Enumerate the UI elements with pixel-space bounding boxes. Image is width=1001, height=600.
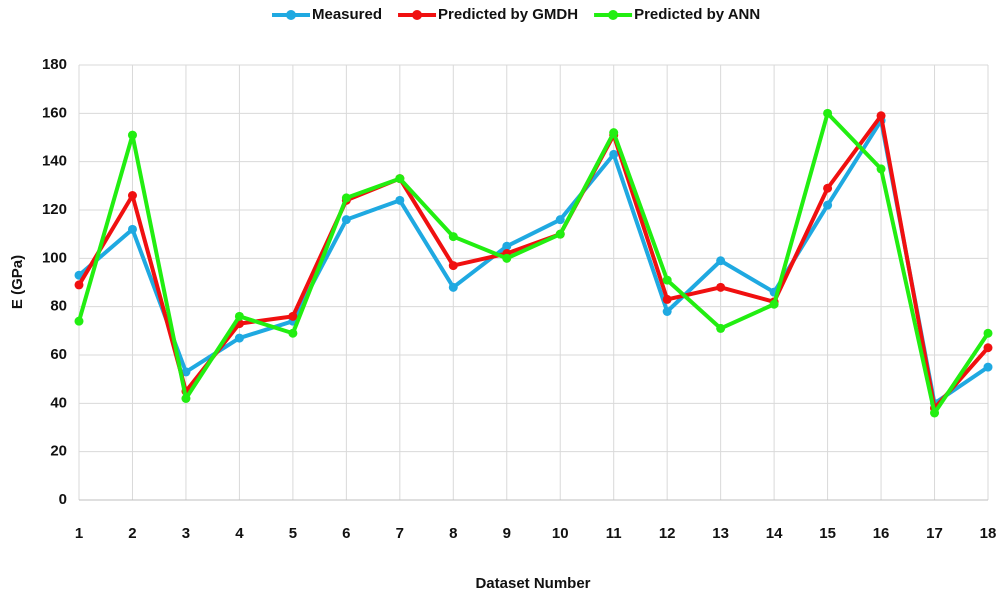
series-line bbox=[77, 118, 990, 406]
x-tick-label: 17 bbox=[926, 525, 943, 542]
data-point bbox=[716, 256, 726, 266]
data-point bbox=[181, 394, 191, 403]
x-axis-label: Dataset Number bbox=[475, 575, 590, 592]
data-point bbox=[823, 200, 833, 210]
data-point bbox=[288, 311, 298, 321]
y-tick-label: 140 bbox=[42, 153, 67, 170]
x-tick-label: 3 bbox=[182, 525, 190, 542]
data-point bbox=[876, 111, 886, 121]
data-point bbox=[448, 232, 458, 242]
data-point bbox=[662, 275, 672, 285]
data-point bbox=[716, 282, 726, 292]
data-point bbox=[127, 130, 137, 140]
y-tick-label: 0 bbox=[59, 491, 67, 508]
data-point bbox=[74, 316, 84, 326]
y-tick-label: 20 bbox=[50, 443, 67, 460]
data-point bbox=[716, 323, 726, 333]
x-tick-label: 5 bbox=[289, 525, 297, 542]
data-point bbox=[983, 362, 993, 372]
data-point bbox=[823, 183, 833, 193]
y-tick-label: 40 bbox=[50, 394, 67, 411]
data-point bbox=[555, 215, 565, 225]
data-point bbox=[127, 224, 137, 234]
data-point bbox=[74, 280, 84, 290]
data-point bbox=[395, 174, 405, 184]
data-point bbox=[502, 253, 512, 263]
data-point bbox=[341, 193, 351, 203]
data-point bbox=[181, 367, 191, 377]
series-line bbox=[77, 111, 990, 415]
data-point bbox=[662, 307, 672, 316]
data-point bbox=[234, 311, 244, 321]
data-point bbox=[288, 328, 298, 338]
y-tick-label: 120 bbox=[42, 201, 67, 218]
x-tick-label: 1 bbox=[75, 525, 83, 542]
data-point bbox=[502, 241, 512, 251]
data-point bbox=[448, 261, 458, 271]
data-point bbox=[876, 164, 886, 174]
data-point bbox=[823, 108, 833, 118]
x-tick-label: 13 bbox=[712, 525, 729, 542]
x-tick-label: 12 bbox=[659, 525, 676, 542]
data-point bbox=[395, 195, 405, 205]
y-tick-label: 80 bbox=[50, 298, 67, 315]
x-tick-label: 8 bbox=[449, 525, 457, 542]
x-tick-label: 4 bbox=[235, 525, 244, 542]
legend-marker bbox=[412, 10, 423, 20]
x-tick-label: 18 bbox=[980, 525, 997, 542]
y-axis-label: E (GPa) bbox=[9, 255, 26, 309]
legend-label: Predicted by GMDH bbox=[438, 6, 578, 23]
x-tick-label: 16 bbox=[873, 525, 890, 542]
x-tick-label: 14 bbox=[766, 525, 783, 542]
y-tick-label: 160 bbox=[42, 104, 67, 121]
legend-marker bbox=[608, 10, 619, 20]
data-point bbox=[234, 333, 244, 343]
data-point bbox=[983, 328, 993, 338]
y-tick-label: 60 bbox=[50, 346, 67, 363]
legend-label: Measured bbox=[312, 6, 382, 23]
data-point bbox=[769, 299, 779, 309]
y-tick-label: 100 bbox=[42, 249, 67, 266]
x-tick-label: 6 bbox=[342, 525, 350, 542]
x-tick-label: 7 bbox=[396, 525, 404, 542]
data-point bbox=[662, 294, 672, 304]
x-tick-label: 2 bbox=[128, 525, 136, 542]
y-tick-label: 180 bbox=[42, 56, 67, 73]
data-point bbox=[609, 128, 619, 138]
legend-label: Predicted by ANN bbox=[634, 6, 760, 23]
data-point bbox=[448, 282, 458, 292]
data-point bbox=[555, 229, 565, 239]
series-line bbox=[77, 113, 990, 411]
data-point bbox=[341, 215, 351, 225]
data-point bbox=[127, 191, 137, 200]
x-tick-label: 10 bbox=[552, 525, 569, 542]
data-point bbox=[609, 149, 619, 159]
data-point bbox=[983, 343, 993, 353]
x-tick-label: 9 bbox=[503, 525, 511, 542]
x-tick-label: 11 bbox=[606, 525, 622, 542]
legend-marker bbox=[286, 10, 296, 20]
x-tick-label: 15 bbox=[819, 525, 836, 542]
data-point bbox=[930, 408, 940, 418]
